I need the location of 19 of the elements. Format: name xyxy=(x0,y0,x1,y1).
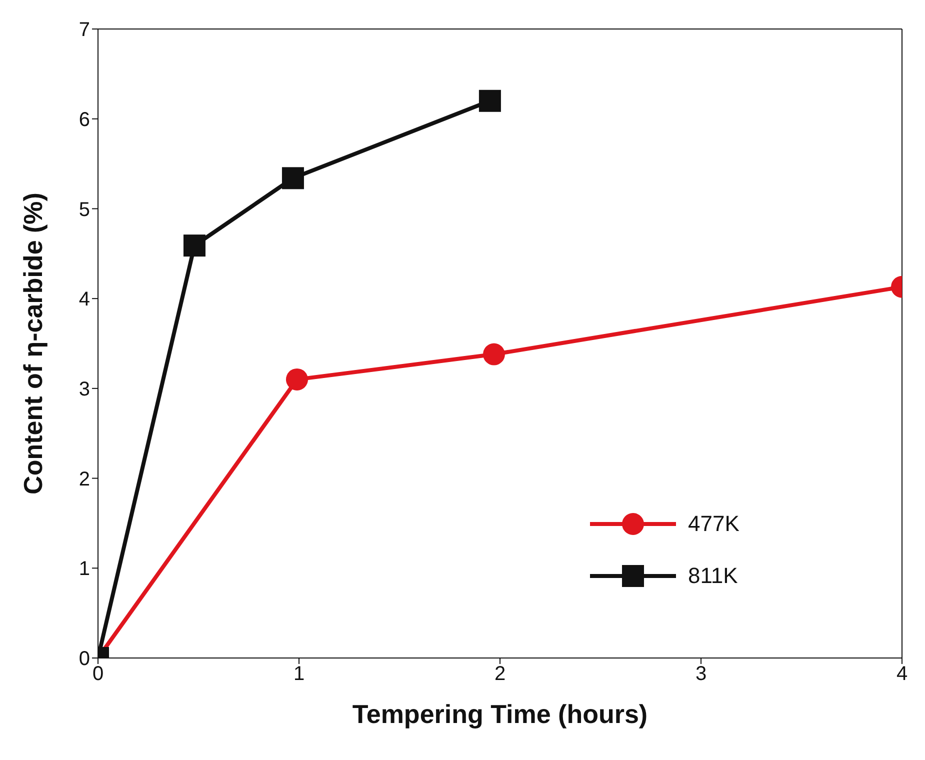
legend-label: 811K xyxy=(688,563,738,589)
y-tick-label: 1 xyxy=(78,558,90,580)
y-tick-label: 2 xyxy=(78,468,90,490)
x-axis-title: Tempering Time (hours) xyxy=(352,699,648,729)
x-tick-label: 1 xyxy=(293,663,305,686)
y-tick-label: 6 xyxy=(78,108,90,131)
y-tick-label: 3 xyxy=(78,378,90,401)
x-tick-label: 3 xyxy=(695,663,707,686)
point xyxy=(282,167,304,190)
point xyxy=(183,234,206,257)
y-axis-title: Content of η-carbide (%) xyxy=(18,192,48,494)
y-tick-label: 0 xyxy=(78,648,90,670)
x-tick-label: 4 xyxy=(896,663,908,686)
y-tick-label: 7 xyxy=(78,19,90,42)
point xyxy=(286,368,308,390)
legend-label: 477K xyxy=(688,511,740,537)
x-tick-label: 2 xyxy=(494,663,506,686)
y-tick-label: 4 xyxy=(78,288,90,311)
y-tick-label: 5 xyxy=(78,198,90,221)
